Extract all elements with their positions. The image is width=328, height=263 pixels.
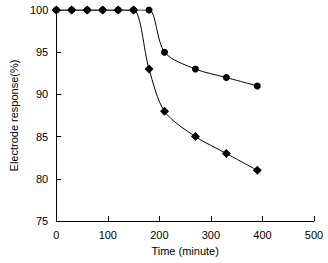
svg-text:300: 300 [202, 229, 220, 241]
svg-text:90: 90 [36, 88, 48, 100]
svg-text:0: 0 [53, 229, 59, 241]
svg-text:75: 75 [36, 215, 48, 227]
svg-text:500: 500 [305, 229, 323, 241]
svg-text:Electrode response(%): Electrode response(%) [8, 60, 20, 172]
svg-text:100: 100 [99, 229, 117, 241]
svg-text:100: 100 [30, 4, 48, 16]
svg-text:95: 95 [36, 46, 48, 58]
svg-text:400: 400 [253, 229, 271, 241]
svg-text:Time (minute): Time (minute) [151, 245, 218, 257]
svg-text:85: 85 [36, 131, 48, 143]
svg-text:200: 200 [150, 229, 168, 241]
svg-text:80: 80 [36, 173, 48, 185]
